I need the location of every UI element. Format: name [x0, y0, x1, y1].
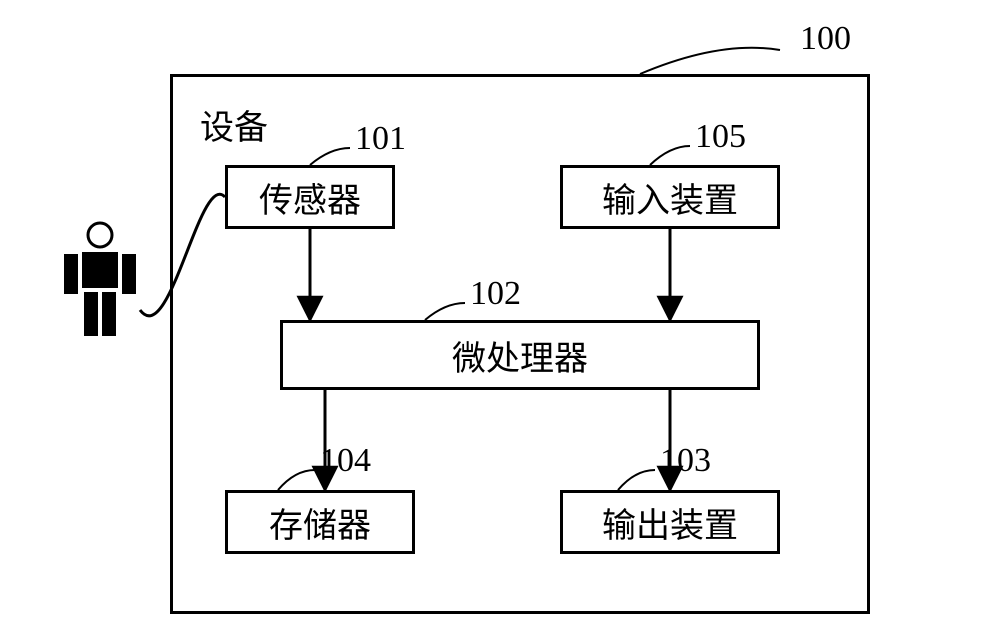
- node-output: 输出装置: [560, 490, 780, 554]
- ref-104: 104: [320, 442, 371, 480]
- node-mcu: 微处理器: [280, 320, 760, 390]
- node-input: 输入装置: [560, 165, 780, 229]
- node-memory-label: 存储器: [269, 498, 371, 547]
- node-mcu-label: 微处理器: [452, 331, 588, 380]
- node-sensor-label: 传感器: [259, 173, 361, 222]
- device-title: 设备: [200, 100, 268, 149]
- diagram-canvas: 设备 传感器 输入装置 微处理器 存储器 输出装置 100 101 105 10…: [0, 0, 1000, 642]
- ref-103: 103: [660, 442, 711, 480]
- ref-100: 100: [800, 20, 851, 58]
- node-memory: 存储器: [225, 490, 415, 554]
- ref-105: 105: [695, 118, 746, 156]
- node-output-label: 输出装置: [602, 498, 738, 547]
- ref-101: 101: [355, 120, 406, 158]
- node-sensor: 传感器: [225, 165, 395, 229]
- node-input-label: 输入装置: [602, 173, 738, 222]
- ref-102: 102: [470, 275, 521, 313]
